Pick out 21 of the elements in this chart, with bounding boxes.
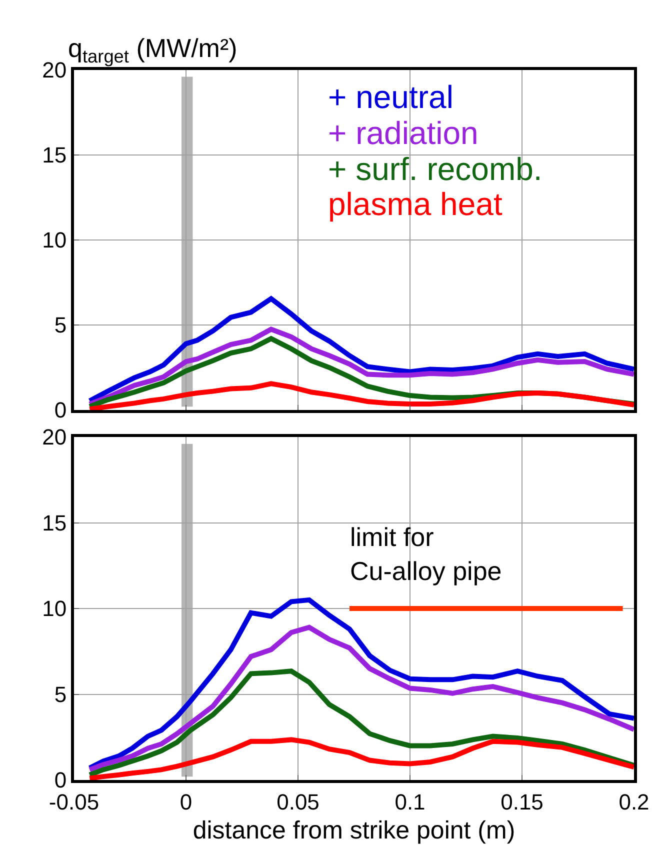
y-tick-label: 15 [42, 142, 67, 168]
x-tick-label: 0.05 [276, 789, 320, 814]
text: + neutral [328, 79, 454, 115]
text: + surf. recomb. [328, 151, 542, 187]
x-axis-title: distance from strike point (m) [192, 816, 516, 844]
y-tick-label: 20 [42, 424, 67, 450]
y-axis-title: q$_{target}$ (MW/m²) [68, 33, 238, 66]
y-tick-label: 10 [42, 596, 67, 622]
x-tick-label: 0.2 [618, 789, 650, 814]
y-tick-label: 5 [54, 312, 67, 338]
annotation: limit for Cu-alloy pipe [350, 522, 502, 586]
x-tick-label: 0.1 [394, 789, 426, 814]
x-tick-label: 0 [180, 789, 192, 814]
x-tick-label: 0.15 [500, 789, 544, 814]
text: + radiation [328, 115, 478, 151]
y-tick-label: 10 [42, 228, 67, 253]
y-tick-label: 5 [54, 682, 67, 707]
text: plasma heat [328, 186, 502, 222]
y-tick-label: 15 [42, 510, 67, 536]
y-tick-label: 0 [54, 398, 67, 423]
y-tick-label: 20 [42, 58, 67, 83]
